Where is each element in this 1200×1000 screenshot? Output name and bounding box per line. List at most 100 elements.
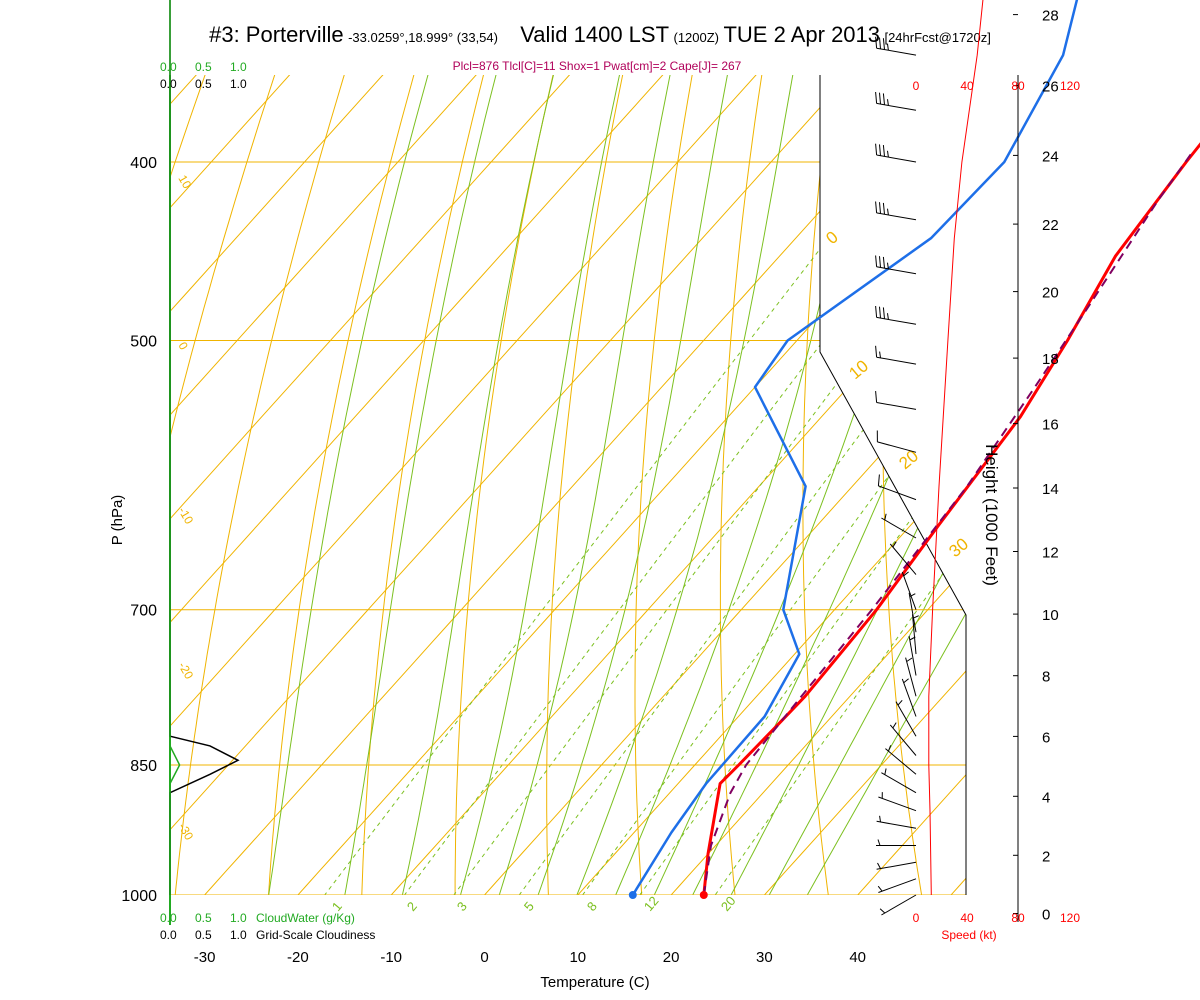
wind-barb (881, 768, 917, 794)
isotherm-line (0, 0, 83, 934)
zulu-time: (1200Z) (673, 30, 720, 45)
wind-barb (877, 474, 917, 501)
station-coords: -33.0259°,18.999° (33,54) (348, 30, 498, 45)
speed-top-tick-2: 80 (1011, 79, 1025, 93)
wind-barb (875, 201, 917, 221)
dry-adiabat-label: -10 (175, 505, 196, 527)
barb-half-flag (879, 815, 881, 823)
temperature-tick-label: -30 (194, 949, 216, 966)
barb-staff (901, 571, 917, 610)
cloud-scale-bottom: 0.0 0.5 1.0 CloudWater (g/Kg) 0.0 0.5 1.… (160, 911, 375, 942)
wind-barb (885, 745, 917, 775)
barb-half-flag (892, 541, 897, 548)
pressure-tick-label: 700 (130, 603, 157, 620)
wind-barb (889, 722, 917, 756)
cloud-top-green-1: 0.5 (195, 60, 212, 74)
saturated-adiabat-line (730, 426, 966, 895)
temperature-tick-label: -20 (287, 949, 309, 966)
wind-barb (901, 678, 917, 717)
wind-barb (875, 36, 917, 56)
dry-adiabat-line (546, 75, 624, 895)
pressure-tick-label: 400 (130, 155, 157, 172)
speed-axis-label: Speed (kt) (941, 928, 996, 942)
isotherm-lines (0, 0, 1200, 934)
temperature-tick-label: 30 (756, 949, 773, 966)
barb-staff (905, 657, 917, 697)
cloud-top-green-0: 0.0 (160, 60, 177, 74)
barb-flag (875, 345, 878, 358)
saturated-adiabat-line (498, 75, 671, 895)
height-tick-label: 26 (1042, 79, 1059, 96)
isotherm-line (670, 566, 966, 895)
dry-adiabat-label: 0 (175, 340, 191, 353)
saturated-adiabat-line (806, 612, 966, 895)
mixing-ratio-line (453, 211, 966, 895)
wind-barb (875, 255, 917, 275)
barb-staff (876, 154, 917, 163)
isotherm-line (170, 75, 197, 105)
barb-staff (876, 316, 917, 325)
barb-staff (912, 614, 917, 655)
isotherm-line (1009, 0, 1200, 934)
surface-dewpoint-marker (628, 891, 637, 899)
height-axis-label: Height (1000 Feet) (982, 444, 1001, 586)
wind-barb (901, 571, 917, 610)
dry-adiabat-line (634, 75, 693, 895)
cloud-top-black-2: 1.0 (230, 77, 247, 91)
barb-staff (876, 47, 917, 56)
temperature-tick-label: 20 (663, 949, 680, 966)
barb-half-flag (884, 513, 887, 521)
wind-barb (878, 792, 917, 812)
wind-barb (876, 815, 917, 829)
barb-flag (875, 91, 878, 104)
dry-adiabat-line (361, 75, 484, 895)
saturated-adiabat-line (537, 75, 728, 895)
isotherm-line (857, 773, 966, 895)
wind-barb (879, 894, 917, 916)
dry-adiabat-lines (170, 0, 1200, 934)
wind-barb (876, 839, 916, 846)
plot-frame-edge (819, 75, 967, 895)
wind-panel-mask (820, 72, 1000, 900)
indices-line: Plcl=876 Tlcl[C]=11 Shox=1 Pwat[cm]=2 Ca… (453, 59, 742, 73)
height-tick-label: 20 (1042, 285, 1059, 302)
cloud-top-black-1: 0.5 (195, 77, 212, 91)
barb-staff (889, 724, 917, 756)
forecast-info: [24hrFcst@1720z] (884, 30, 991, 45)
surface-temperature-marker (699, 891, 708, 899)
saturated-adiabat-line (401, 75, 554, 895)
saturated-adiabat-line (576, 75, 794, 895)
speed-axis-top: 0 40 80 120 (913, 79, 1081, 93)
barb-staff (881, 772, 917, 794)
dry-adiabat-line (1108, 0, 1200, 934)
temperature-axis: -30 -20 -10 0 10 20 30 40 (194, 949, 866, 966)
barb-flag (875, 143, 878, 156)
wind-barb (875, 345, 917, 365)
barb-flag (875, 255, 878, 267)
barb-staff (878, 796, 917, 812)
height-tick-label: 6 (1042, 729, 1050, 746)
speed-top-tick-1: 40 (960, 79, 974, 93)
wind-barb (875, 91, 917, 111)
barb-staff (881, 894, 917, 916)
barb-flag (879, 202, 881, 214)
barb-flag (882, 38, 885, 50)
barb-flag (877, 474, 880, 486)
parcel-profile (702, 151, 1194, 896)
barb-half-flag (877, 862, 881, 869)
speed-bottom-tick-2: 80 (1011, 911, 1025, 925)
wind-barb (875, 143, 917, 163)
pressure-axis-label: P (hPa) (109, 495, 126, 546)
mixing-ratio-line (581, 370, 966, 895)
height-tick-label: 10 (1042, 607, 1059, 624)
barb-staff (901, 678, 917, 717)
temperature-axis-label: Temperature (C) (540, 974, 649, 991)
cloudiness-line (169, 0, 240, 895)
saturated-adiabat-line (459, 75, 620, 895)
barb-flag (879, 37, 881, 49)
height-tick-label: 0 (1042, 907, 1050, 924)
barb-staff (878, 485, 917, 501)
isotherm-line (0, 0, 270, 934)
dry-adiabat-line (170, 75, 276, 440)
